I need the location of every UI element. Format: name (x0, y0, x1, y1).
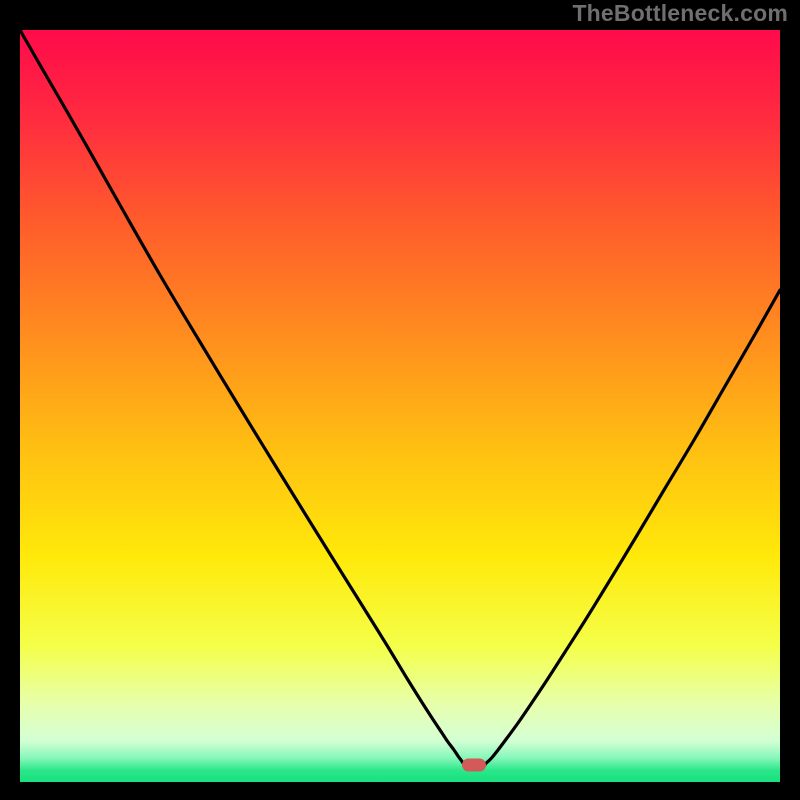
plot-area (20, 30, 780, 782)
chart-svg (20, 30, 780, 782)
attribution-text: TheBottleneck.com (572, 0, 788, 27)
min-marker (462, 759, 486, 772)
chart-frame: TheBottleneck.com (0, 0, 800, 800)
